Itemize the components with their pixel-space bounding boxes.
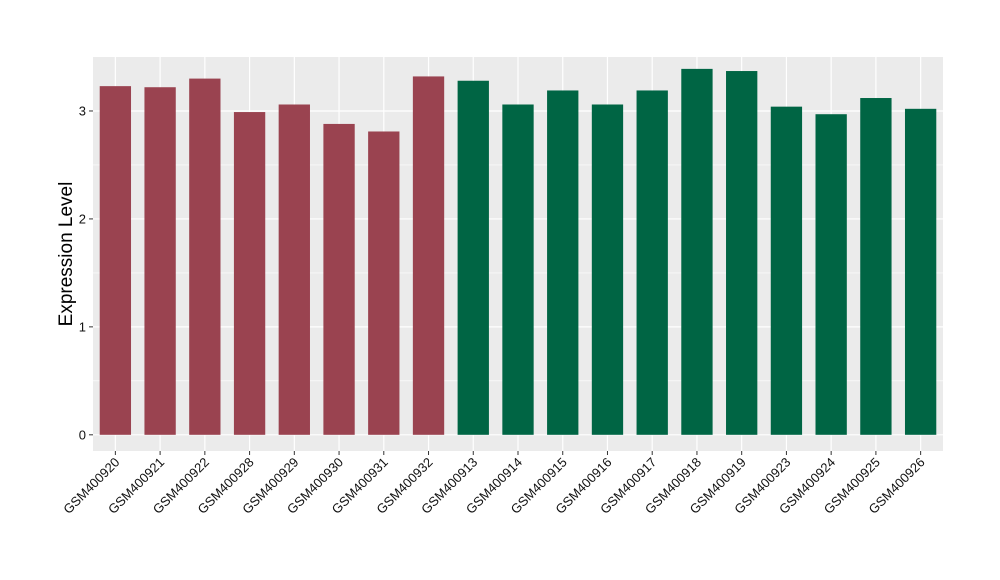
y-tick-label: 3 [79, 103, 86, 118]
bar [681, 68, 713, 435]
bar [770, 106, 803, 435]
bar [233, 112, 266, 435]
y-axis: 0 1 2 3 [79, 103, 93, 442]
bar [278, 104, 310, 435]
bar [726, 71, 758, 435]
bar-series [99, 68, 937, 435]
bar [189, 78, 221, 435]
bar [815, 114, 847, 435]
bar [323, 123, 355, 435]
y-axis-title: Expression Level [56, 182, 77, 327]
bar [368, 131, 400, 435]
bar [99, 86, 132, 435]
bar [144, 87, 176, 435]
bar [547, 90, 579, 435]
bar [412, 76, 445, 435]
bar [502, 104, 534, 435]
y-tick-label: 0 [79, 427, 86, 442]
bar [591, 104, 624, 435]
bar [457, 80, 489, 435]
y-tick-label: 2 [79, 211, 86, 226]
bar [636, 90, 668, 435]
bar [904, 108, 937, 435]
bar [860, 98, 892, 435]
x-axis: GSM400920GSM400921GSM400922GSM400928GSM4… [60, 451, 928, 517]
y-tick-label: 1 [79, 319, 86, 334]
